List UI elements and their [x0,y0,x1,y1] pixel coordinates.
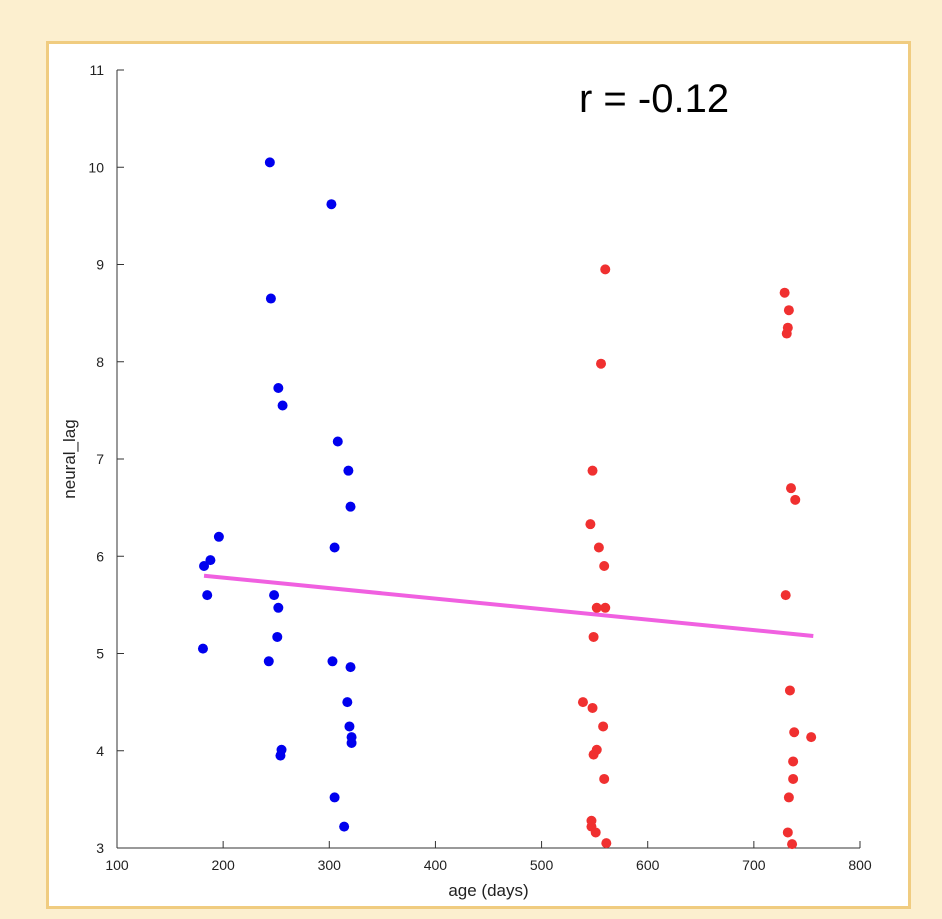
data-point [345,662,356,673]
data-point [783,792,794,803]
data-point [787,839,798,850]
data-point [272,631,283,642]
data-point [199,560,210,571]
data-point [263,656,274,667]
x-tick-label: 200 [211,857,235,873]
scatter-chart: 100 200 300 400 500 600 700 800 3 4 5 6 7 8 9 10 11 age … [60,62,872,900]
y-tick-label: 4 [96,743,104,759]
data-point [265,293,276,304]
correlation-annotation: r = -0.12 [579,77,729,121]
data-point [213,531,224,542]
x-tick-label: 700 [742,857,766,873]
y-tick-label: 11 [89,62,104,78]
x-tick-label: 300 [318,857,342,873]
axes [116,70,860,849]
fit-line [203,573,814,638]
data-point [600,602,611,613]
x-axis-label: age (days) [448,881,528,900]
x-tick-label: 800 [848,857,872,873]
y-tick-label: 6 [96,548,104,564]
data-point [197,643,208,654]
x-tick-label: 400 [424,857,448,873]
data-point [326,199,337,210]
data-point [599,773,610,784]
data-point [780,590,791,601]
data-points [197,157,817,850]
data-point [202,590,213,601]
data-point [587,702,598,713]
figure-frame: 100 200 300 400 500 600 700 800 3 4 5 6 7 8 9 10 11 age … [46,41,911,909]
data-point [585,519,596,530]
y-tick-label: 8 [96,354,104,370]
tick-marks [116,69,861,849]
data-point [344,721,355,732]
x-tick-label: 500 [530,857,554,873]
data-point [277,400,288,411]
data-point [598,721,609,732]
data-point [596,358,607,369]
data-point [601,838,612,849]
data-point [273,383,284,394]
data-point [786,483,797,494]
data-point [588,631,599,642]
data-point [343,465,354,476]
data-point [779,287,790,298]
data-point [273,602,284,613]
data-point [327,656,338,667]
data-point [332,436,343,447]
data-point [788,756,799,767]
data-point [276,744,287,755]
data-point [339,821,350,832]
data-point [782,827,793,838]
data-point [264,157,275,168]
data-point [789,727,800,738]
tick-labels: 100 200 300 400 500 600 700 800 3 4 5 6 7 8 9 10 11 [88,62,871,873]
data-point [806,732,817,743]
x-tick-label: 600 [636,857,660,873]
data-point [205,555,216,566]
data-point [346,732,357,743]
data-point [577,697,588,708]
data-point [587,465,598,476]
data-point [590,827,601,838]
y-tick-label: 3 [96,840,104,856]
fit-line-group [203,573,814,638]
y-tick-label: 5 [96,646,104,662]
y-tick-label: 9 [96,257,104,273]
y-tick-label: 10 [88,159,104,175]
data-point [329,542,340,553]
data-point [591,602,602,613]
y-tick-label: 7 [96,451,104,467]
data-point [269,590,280,601]
data-point [788,773,799,784]
data-point [600,264,611,275]
data-point [783,305,794,316]
data-point [342,697,353,708]
data-point [790,494,801,505]
data-point [345,501,356,512]
data-point [784,685,795,696]
y-axis-label: neural_lag [60,419,79,498]
data-point [782,322,793,333]
data-point [593,542,604,553]
data-point [329,792,340,803]
data-point [599,560,610,571]
data-point [591,744,602,755]
x-tick-label: 100 [105,857,129,873]
